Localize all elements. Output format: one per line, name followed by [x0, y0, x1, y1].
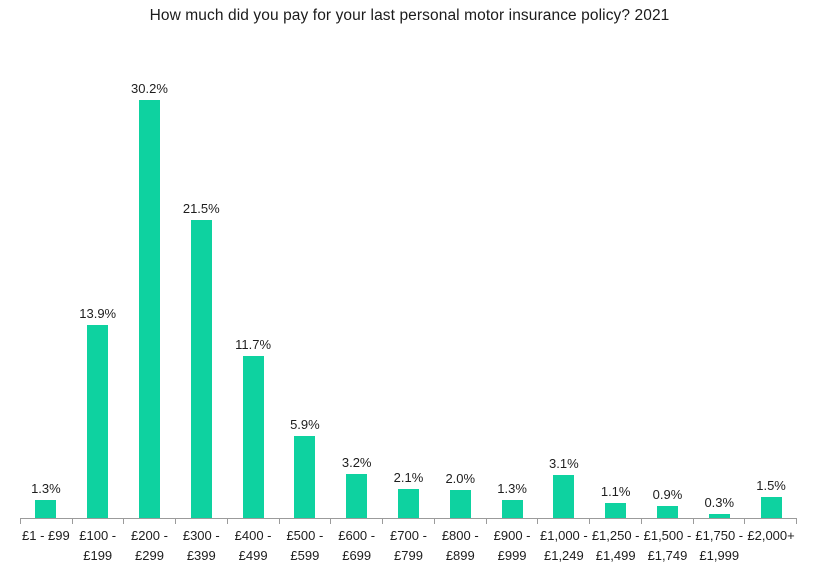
- bar-column: 3.1%: [538, 456, 590, 518]
- bar-column: 0.9%: [642, 487, 694, 518]
- bar-column: 1.1%: [590, 484, 642, 518]
- x-axis-tick: [73, 519, 125, 524]
- bar: [294, 436, 316, 518]
- x-axis-tick: [538, 519, 591, 524]
- bar-column: 11.7%: [227, 337, 279, 518]
- bar: [190, 220, 212, 518]
- bar-value-label: 1.5%: [756, 478, 786, 493]
- x-axis-labels: £1 - £99 £100 - £199 £200 - £299 £300 - £39…: [20, 526, 797, 566]
- bar-column: 1.3%: [20, 481, 72, 518]
- x-tick-label: £300 - £399: [182, 528, 220, 563]
- bar: [35, 500, 57, 518]
- bar: [605, 503, 627, 518]
- bar-column: 1.3%: [486, 481, 538, 518]
- bar-column: 21.5%: [175, 201, 227, 518]
- x-axis-tick: [228, 519, 280, 524]
- x-tick-label: £200 - £299: [131, 528, 168, 563]
- x-tick-label: £600 - £699: [338, 528, 376, 563]
- plot-area: 1.3% 13.9% 30.2% 21.5% 11.7% 5.9% 3.2% 2.1% 2.0%…: [20, 0, 797, 519]
- bar: [760, 497, 782, 518]
- x-tick-label: £700 - £799: [390, 528, 427, 563]
- bar: [656, 506, 678, 518]
- bar: [87, 325, 109, 518]
- bar-column: 3.2%: [331, 455, 383, 518]
- x-axis-tick: [124, 519, 177, 524]
- x-axis-tick: [745, 519, 798, 524]
- x-axis-tick: [176, 519, 228, 524]
- bar-column: 30.2%: [124, 81, 176, 518]
- x-tick-label: £1,500 - £1,749: [643, 528, 692, 563]
- bar-value-label: 13.9%: [79, 306, 117, 321]
- bar-value-label: 1.1%: [600, 484, 631, 499]
- x-axis-tick: [590, 519, 642, 524]
- x-axis-ticks: [20, 519, 798, 524]
- bar-column: 1.5%: [745, 478, 797, 518]
- bar-value-label: 1.3%: [31, 481, 61, 496]
- bar-value-label: 3.1%: [549, 456, 579, 471]
- x-tick-label: £1 - £99: [22, 528, 70, 543]
- bar: [708, 514, 730, 518]
- bar-value-label: 30.2%: [131, 81, 168, 96]
- bar: [346, 474, 368, 518]
- x-tick-label: £1,000 - £1,249: [540, 528, 588, 563]
- x-axis-tick: [694, 519, 746, 524]
- x-axis-tick: [280, 519, 332, 524]
- bar-value-label: 5.9%: [290, 417, 320, 432]
- bar-column: 13.9%: [72, 306, 124, 518]
- x-tick-label: £1,250 - £1,499: [591, 528, 640, 563]
- bar-value-label: 0.3%: [704, 495, 735, 510]
- bar: [397, 489, 419, 518]
- bar-column: 5.9%: [279, 417, 331, 518]
- x-axis-tick: [435, 519, 487, 524]
- chart-title: How much did you pay for your last perso…: [149, 7, 670, 24]
- x-tick-label: £100 - £199: [79, 528, 117, 563]
- bar: [242, 356, 264, 518]
- x-tick-label: £500 - £599: [286, 528, 324, 563]
- bar-column: 2.0%: [434, 471, 486, 518]
- bar-column: 2.1%: [383, 470, 435, 518]
- bar-value-label: 2.1%: [393, 470, 424, 485]
- bar: [501, 500, 523, 518]
- bar-value-label: 1.3%: [497, 481, 527, 496]
- bar-value-label: 21.5%: [182, 201, 220, 216]
- x-tick-label: £2,000+: [747, 528, 795, 543]
- bar-chart: 1.3% 13.9% 30.2% 21.5% 11.7% 5.9% 3.2% 2.1% 2.0%…: [20, 0, 798, 578]
- bar: [553, 475, 575, 518]
- x-tick-label: £800 - £899: [441, 528, 479, 563]
- x-axis-tick: [20, 519, 73, 524]
- bar-value-label: 2.0%: [445, 471, 476, 486]
- x-axis-tick: [642, 519, 694, 524]
- x-tick-label: £1,750 - £1,999: [695, 528, 744, 563]
- x-axis-tick: [383, 519, 435, 524]
- bar-column: 0.3%: [693, 495, 745, 518]
- x-tick-label: £400 - £499: [234, 528, 272, 563]
- x-tick-label: £900 - £999: [493, 528, 531, 563]
- bar-value-label: 0.9%: [652, 487, 683, 502]
- bar-value-label: 11.7%: [235, 337, 272, 352]
- x-axis-tick: [487, 519, 539, 524]
- x-axis-tick: [331, 519, 384, 524]
- bar: [449, 490, 471, 518]
- bar-value-label: 3.2%: [341, 455, 372, 470]
- bar: [138, 100, 160, 518]
